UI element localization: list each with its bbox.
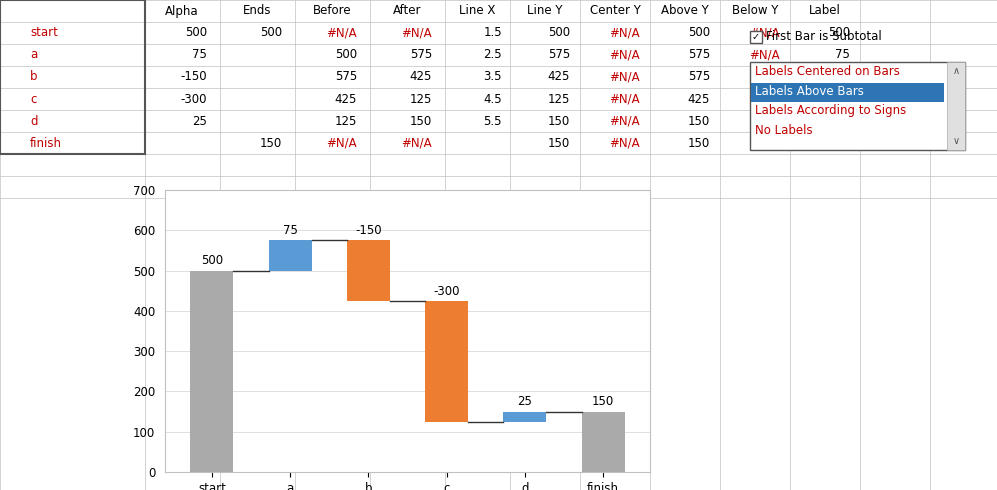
Text: Before: Before bbox=[313, 4, 351, 18]
Text: d: d bbox=[30, 115, 38, 127]
Text: #N/A: #N/A bbox=[750, 26, 780, 40]
Text: 575: 575 bbox=[688, 49, 710, 62]
Text: ✓: ✓ bbox=[752, 32, 760, 42]
Text: 500: 500 bbox=[828, 26, 850, 40]
Text: -300: -300 bbox=[824, 93, 850, 105]
Text: 425: 425 bbox=[688, 93, 710, 105]
Text: 150: 150 bbox=[410, 115, 432, 127]
Text: start: start bbox=[30, 26, 58, 40]
Text: -300: -300 bbox=[180, 93, 207, 105]
Text: -150: -150 bbox=[824, 71, 850, 83]
Text: 575: 575 bbox=[410, 49, 432, 62]
Text: #N/A: #N/A bbox=[402, 26, 432, 40]
Text: #N/A: #N/A bbox=[750, 115, 780, 127]
Text: 125: 125 bbox=[410, 93, 432, 105]
Text: 575: 575 bbox=[547, 49, 570, 62]
Text: -300: -300 bbox=[434, 285, 460, 297]
Text: 500: 500 bbox=[688, 26, 710, 40]
Text: Ends: Ends bbox=[242, 4, 271, 18]
Bar bbox=[190, 270, 233, 472]
Text: 500: 500 bbox=[200, 254, 223, 268]
Text: 25: 25 bbox=[517, 395, 532, 408]
Text: Line X: Line X bbox=[459, 4, 496, 18]
Text: 1.5: 1.5 bbox=[484, 26, 502, 40]
Text: ∧: ∧ bbox=[952, 66, 959, 76]
Text: finish: finish bbox=[30, 137, 62, 149]
Text: 150: 150 bbox=[688, 137, 710, 149]
Text: #N/A: #N/A bbox=[750, 137, 780, 149]
Text: 150: 150 bbox=[547, 137, 570, 149]
Text: Line Y: Line Y bbox=[527, 4, 562, 18]
Text: 150: 150 bbox=[547, 115, 570, 127]
Text: 500: 500 bbox=[184, 26, 207, 40]
Text: #N/A: #N/A bbox=[326, 137, 357, 149]
Text: 500: 500 bbox=[335, 49, 357, 62]
Text: 425: 425 bbox=[547, 71, 570, 83]
Text: #N/A: #N/A bbox=[750, 71, 780, 83]
Text: #N/A: #N/A bbox=[609, 137, 640, 149]
Text: 75: 75 bbox=[835, 49, 850, 62]
Bar bbox=[947, 62, 965, 150]
Text: #N/A: #N/A bbox=[609, 49, 640, 62]
Text: 575: 575 bbox=[335, 71, 357, 83]
Text: Labels According to Signs: Labels According to Signs bbox=[755, 104, 906, 118]
Text: -150: -150 bbox=[180, 71, 207, 83]
Text: First Bar is Subtotal: First Bar is Subtotal bbox=[766, 30, 881, 44]
Text: 150: 150 bbox=[688, 115, 710, 127]
Text: Center Y: Center Y bbox=[589, 4, 640, 18]
Text: Below Y: Below Y bbox=[732, 4, 779, 18]
Text: 75: 75 bbox=[192, 49, 207, 62]
Text: After: After bbox=[393, 4, 422, 18]
Text: #N/A: #N/A bbox=[609, 93, 640, 105]
Bar bbox=[581, 412, 624, 472]
Bar bbox=[750, 31, 762, 43]
Text: -150: -150 bbox=[355, 224, 382, 237]
Text: #N/A: #N/A bbox=[609, 115, 640, 127]
Text: 25: 25 bbox=[835, 115, 850, 127]
Bar bbox=[268, 241, 312, 270]
Text: 25: 25 bbox=[192, 115, 207, 127]
Text: Alpha: Alpha bbox=[166, 4, 198, 18]
Text: 425: 425 bbox=[410, 71, 432, 83]
Text: #N/A: #N/A bbox=[750, 49, 780, 62]
Text: No Labels: No Labels bbox=[755, 124, 813, 137]
Text: #N/A: #N/A bbox=[609, 26, 640, 40]
Bar bbox=[347, 241, 390, 301]
Text: 3.5: 3.5 bbox=[484, 71, 502, 83]
Text: Labels Centered on Bars: Labels Centered on Bars bbox=[755, 65, 900, 78]
Text: #N/A: #N/A bbox=[750, 93, 780, 105]
Text: 500: 500 bbox=[260, 26, 282, 40]
Text: ∨: ∨ bbox=[952, 136, 959, 146]
Text: 5.5: 5.5 bbox=[484, 115, 502, 127]
Text: #N/A: #N/A bbox=[402, 137, 432, 149]
Text: 125: 125 bbox=[335, 115, 357, 127]
Text: 4.5: 4.5 bbox=[484, 93, 502, 105]
Bar bbox=[503, 412, 546, 421]
Text: 75: 75 bbox=[283, 224, 297, 237]
Text: 500: 500 bbox=[548, 26, 570, 40]
Text: Above Y: Above Y bbox=[661, 4, 709, 18]
Text: c: c bbox=[30, 93, 36, 105]
Text: 150: 150 bbox=[260, 137, 282, 149]
Text: 575: 575 bbox=[688, 71, 710, 83]
Text: 150: 150 bbox=[592, 395, 614, 408]
Text: 150: 150 bbox=[828, 137, 850, 149]
Text: 2.5: 2.5 bbox=[484, 49, 502, 62]
Text: b: b bbox=[30, 71, 38, 83]
Bar bbox=[0, 0, 145, 154]
Text: 125: 125 bbox=[547, 93, 570, 105]
Text: 425: 425 bbox=[335, 93, 357, 105]
Bar bbox=[425, 301, 469, 421]
Bar bbox=[751, 82, 944, 102]
Text: Labels Above Bars: Labels Above Bars bbox=[755, 85, 863, 98]
Text: a: a bbox=[30, 49, 37, 62]
Text: Label: Label bbox=[809, 4, 840, 18]
Bar bbox=[750, 62, 965, 150]
Text: #N/A: #N/A bbox=[326, 26, 357, 40]
Text: #N/A: #N/A bbox=[609, 71, 640, 83]
